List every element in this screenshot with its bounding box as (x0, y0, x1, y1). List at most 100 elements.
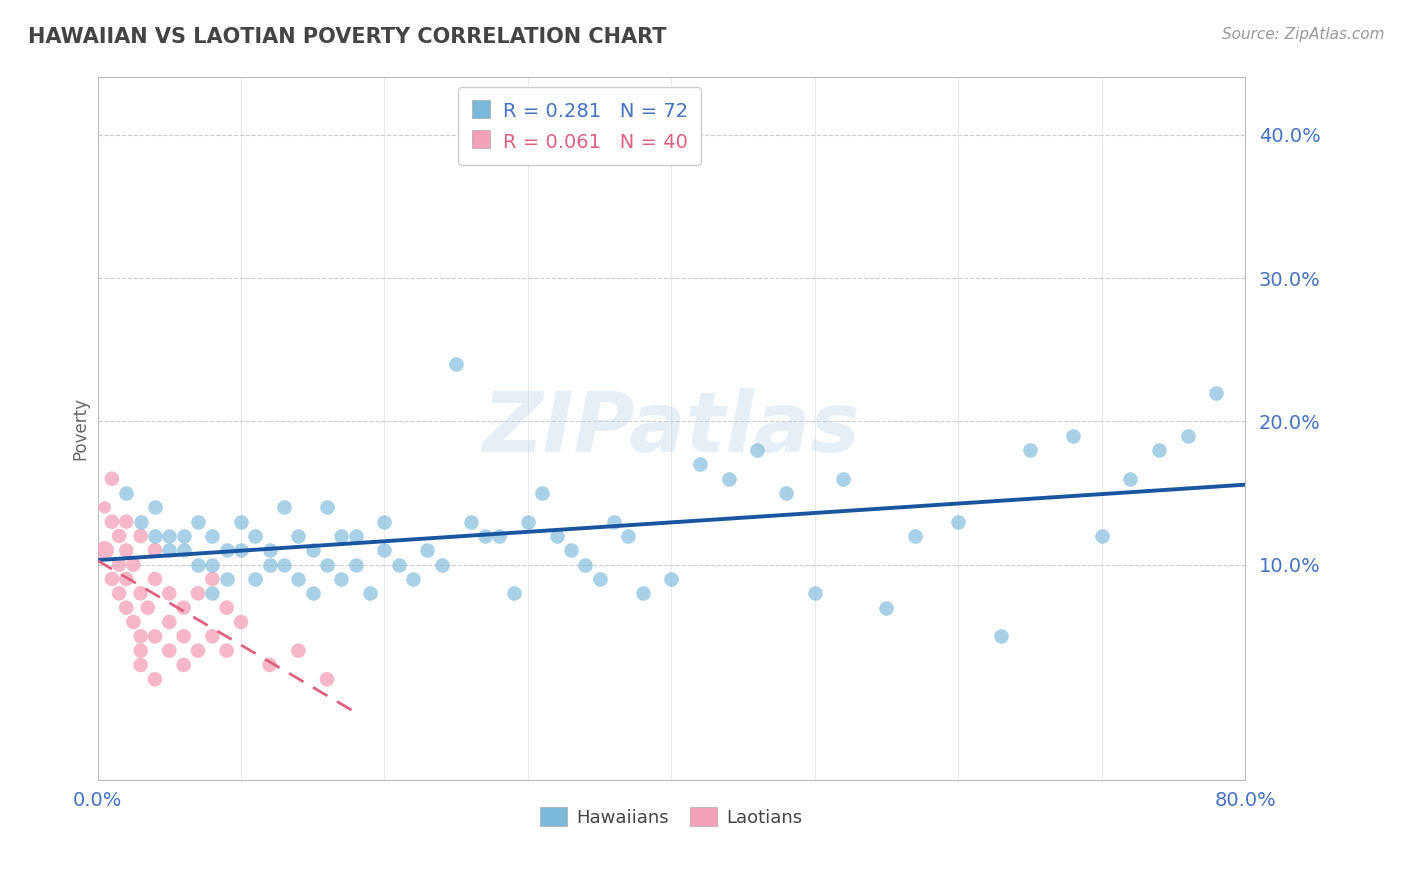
Point (173, 657, 195, 672)
Point (1019, 443, 1042, 458)
Point (373, 515, 395, 529)
Point (875, 600, 897, 615)
Point (832, 472, 855, 486)
Point (187, 643, 209, 657)
Point (187, 515, 209, 529)
Point (717, 472, 740, 486)
Point (488, 529, 510, 543)
Point (101, 472, 124, 486)
Point (316, 500, 339, 515)
Point (143, 543, 166, 558)
Point (108, 558, 131, 572)
Point (344, 558, 367, 572)
Point (531, 486, 554, 500)
Point (617, 529, 640, 543)
Point (588, 572, 610, 586)
Point (136, 600, 159, 615)
Point (108, 586, 131, 600)
Point (201, 586, 224, 600)
Point (546, 529, 568, 543)
Point (157, 615, 180, 629)
Point (201, 558, 224, 572)
Point (187, 586, 209, 600)
Point (359, 586, 381, 600)
Point (93, 543, 115, 558)
Point (108, 529, 131, 543)
Point (301, 586, 323, 600)
Point (689, 458, 711, 472)
Point (173, 543, 195, 558)
Point (173, 629, 195, 643)
Point (990, 629, 1012, 643)
Point (460, 515, 482, 529)
Text: Source: ZipAtlas.com: Source: ZipAtlas.com (1222, 27, 1385, 42)
Point (516, 515, 538, 529)
Point (215, 572, 238, 586)
Point (273, 500, 295, 515)
Point (402, 572, 425, 586)
Point (143, 529, 166, 543)
Point (229, 615, 252, 629)
Point (344, 529, 367, 543)
Point (201, 629, 224, 643)
Point (775, 486, 797, 500)
Point (173, 529, 195, 543)
Point (157, 529, 180, 543)
Point (229, 515, 252, 529)
Point (287, 572, 309, 586)
Point (143, 572, 166, 586)
Legend: Hawaiians, Laotians: Hawaiians, Laotians (533, 800, 810, 834)
Point (803, 586, 825, 600)
Point (101, 572, 124, 586)
Point (316, 558, 339, 572)
Text: ZIPatlas: ZIPatlas (482, 388, 860, 469)
Point (659, 572, 682, 586)
Point (129, 515, 152, 529)
Point (215, 600, 238, 615)
Point (201, 529, 224, 543)
Point (330, 529, 353, 543)
Point (444, 357, 467, 371)
Point (330, 572, 353, 586)
Point (631, 586, 654, 600)
Point (129, 629, 152, 643)
Point (416, 543, 439, 558)
Point (316, 673, 339, 687)
Point (115, 543, 138, 558)
Point (122, 615, 145, 629)
Point (129, 657, 152, 672)
Point (1062, 428, 1084, 442)
Point (215, 543, 238, 558)
Point (259, 558, 281, 572)
Point (388, 558, 411, 572)
Point (259, 543, 281, 558)
Point (129, 529, 152, 543)
Point (187, 558, 209, 572)
Point (157, 586, 180, 600)
Point (287, 529, 309, 543)
Point (560, 543, 582, 558)
Point (122, 558, 145, 572)
Point (259, 657, 281, 672)
Point (474, 529, 496, 543)
Point (1205, 385, 1227, 400)
Point (245, 572, 267, 586)
Point (115, 486, 138, 500)
Point (115, 515, 138, 529)
Point (115, 600, 138, 615)
Point (129, 586, 152, 600)
Point (904, 529, 927, 543)
Point (157, 643, 180, 657)
Point (948, 515, 970, 529)
Point (603, 515, 626, 529)
Point (143, 629, 166, 643)
Point (747, 443, 769, 458)
Point (1177, 428, 1199, 442)
Point (430, 558, 453, 572)
Point (173, 600, 195, 615)
Point (1147, 443, 1170, 458)
Point (502, 586, 524, 600)
Point (574, 558, 596, 572)
Point (143, 673, 166, 687)
Y-axis label: Poverty: Poverty (72, 397, 89, 460)
